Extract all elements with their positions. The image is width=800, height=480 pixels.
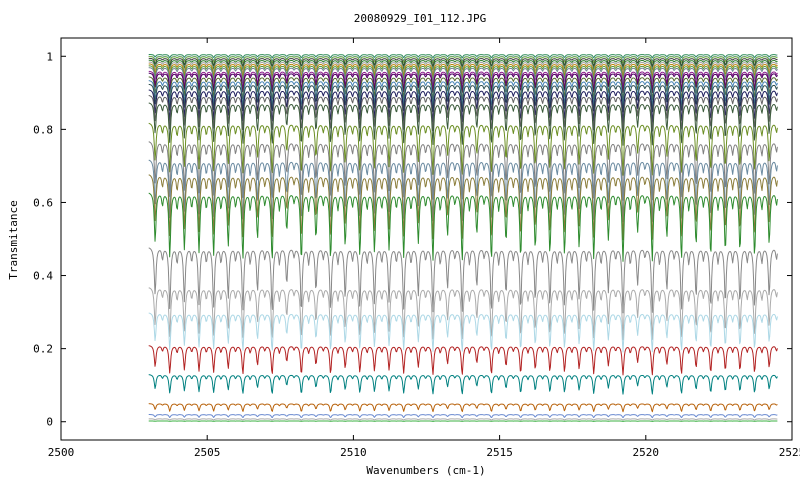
series-line-28	[148, 403, 778, 413]
plot-frame	[60, 37, 793, 441]
x-tick-label: 2500	[48, 446, 75, 459]
series-line-19	[148, 141, 778, 201]
series-line-26	[148, 345, 778, 376]
series-line-1	[148, 54, 778, 59]
series-line-20	[148, 159, 778, 223]
series-line-6	[148, 61, 778, 74]
x-tick-label: 2520	[633, 446, 660, 459]
series-line-9	[148, 67, 778, 85]
series-line-11	[148, 72, 778, 94]
series-line-29	[148, 413, 778, 419]
y-tick-label: 0.2	[33, 343, 53, 356]
y-axis-label: Transmitance	[7, 200, 20, 279]
series-line-24	[148, 287, 778, 341]
y-tick-label: 0.6	[33, 196, 53, 209]
series-line-4	[148, 57, 778, 67]
y-tick-label: 0.4	[33, 270, 53, 283]
series-line-21	[148, 174, 778, 241]
series-line-12	[148, 76, 778, 101]
series-line-15	[148, 89, 778, 123]
chart-title: 20080929_I01_112.JPG	[354, 12, 486, 25]
series-line-23	[148, 247, 778, 314]
y-tick-label: 0	[46, 416, 53, 429]
x-axis: 2500 2505 2510 2515 2520 2525	[48, 38, 800, 459]
series-line-17	[148, 102, 778, 146]
x-axis-label: Wavenumbers (cm-1)	[366, 464, 485, 477]
series-line-5	[148, 59, 778, 71]
x-tick-label: 2510	[340, 446, 367, 459]
series-layer	[148, 54, 778, 422]
series-line-18	[148, 122, 778, 176]
series-line-3	[148, 55, 778, 64]
series-line-25	[148, 312, 778, 353]
series-line-30	[148, 418, 778, 421]
series-line-27	[148, 374, 778, 395]
y-tick-label: 0.8	[33, 123, 53, 136]
series-line-14	[148, 83, 778, 113]
x-tick-label: 2515	[486, 446, 513, 459]
y-tick-label: 1	[46, 50, 53, 63]
x-tick-label: 2525	[779, 446, 800, 459]
series-line-16	[148, 95, 778, 132]
x-tick-label: 2505	[194, 446, 221, 459]
series-line-22	[148, 192, 778, 262]
y-axis: 0 0.2 0.4 0.6 0.8 1	[33, 50, 792, 429]
